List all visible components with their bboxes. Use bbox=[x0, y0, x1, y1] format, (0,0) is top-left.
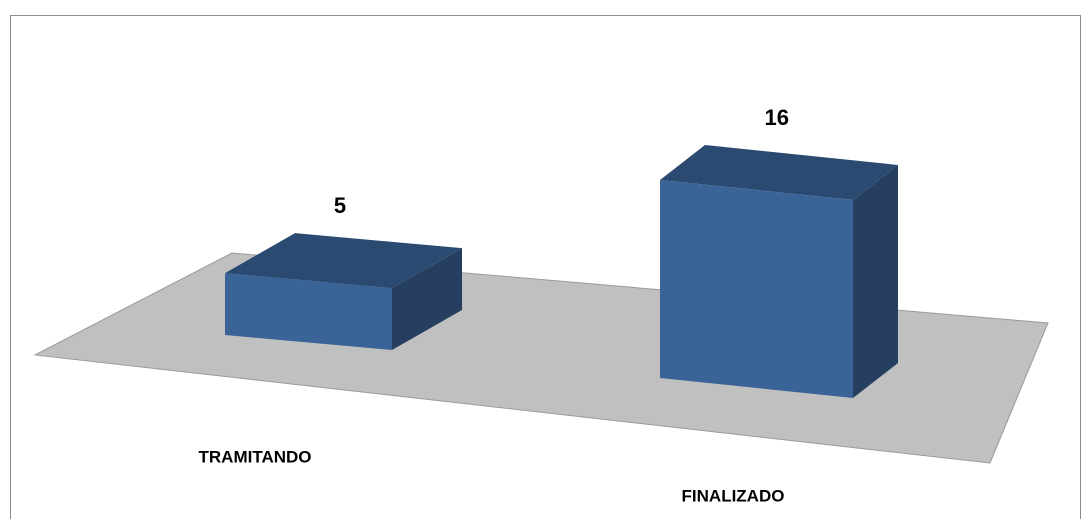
bar-side bbox=[392, 248, 462, 350]
category-label: TRAMITANDO bbox=[199, 447, 312, 466]
bar-side bbox=[853, 165, 898, 398]
bar bbox=[660, 180, 853, 398]
bar bbox=[225, 273, 392, 350]
bar-top bbox=[225, 233, 462, 289]
bar-top bbox=[660, 145, 898, 200]
value-label: 16 bbox=[765, 105, 789, 130]
value-label: 5 bbox=[334, 193, 346, 218]
category-label: FINALIZADO bbox=[682, 486, 785, 505]
